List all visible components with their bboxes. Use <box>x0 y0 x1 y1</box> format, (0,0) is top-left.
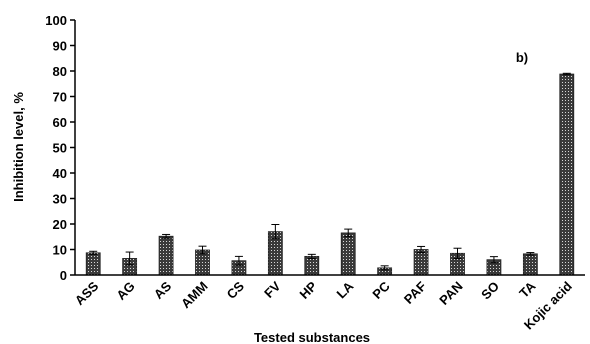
error-bar <box>198 245 207 255</box>
y-tick-label: 20 <box>53 217 67 232</box>
y-tick-label: 100 <box>45 13 67 28</box>
x-tick-label: AS <box>151 278 175 302</box>
x-tick-label: SO <box>478 279 502 303</box>
y-tick-label: 10 <box>53 243 67 258</box>
x-tick-label: LA <box>333 278 356 301</box>
y-tick-label: 70 <box>53 90 67 105</box>
bar <box>158 235 174 276</box>
y-tick-label: 50 <box>53 141 67 156</box>
x-tick-label: ASS <box>72 278 102 308</box>
panel-annotation: b) <box>516 50 528 65</box>
x-tick-label: FV <box>261 278 284 301</box>
x-tick-label: PAN <box>436 279 465 308</box>
x-tick-label: AMM <box>178 279 211 312</box>
x-tick-label: PC <box>369 278 393 302</box>
error-bar <box>162 233 171 239</box>
error-bar <box>344 228 353 238</box>
error-bar <box>380 265 389 271</box>
error-bar <box>271 224 280 240</box>
y-tick-label: 90 <box>53 39 67 54</box>
y-tick-label: 80 <box>53 64 67 79</box>
error-bar <box>89 250 98 255</box>
bar <box>304 255 320 276</box>
error-bar <box>526 252 535 256</box>
bar <box>559 73 575 276</box>
error-bar <box>125 251 134 266</box>
x-tick-label: CS <box>224 278 248 302</box>
error-bars <box>89 72 571 271</box>
error-bar <box>234 255 243 266</box>
error-bar <box>453 247 462 259</box>
y-tick-label: 40 <box>53 166 67 181</box>
bars <box>85 73 575 276</box>
x-tick-label: AG <box>113 279 137 303</box>
y-tick-label: 60 <box>53 115 67 130</box>
error-bar <box>417 245 426 254</box>
y-tick-label: 30 <box>53 192 67 207</box>
error-bar <box>489 256 498 264</box>
bar <box>85 252 101 276</box>
bar <box>413 249 429 276</box>
bar <box>522 253 538 276</box>
y-tick-label: 0 <box>60 268 67 283</box>
x-tick-label: TA <box>516 278 539 301</box>
error-bar <box>307 253 316 259</box>
y-axis-title: Inhibition level, % <box>11 92 26 202</box>
y-axis-ticks: 0 10 20 30 40 50 60 70 80 90 100 <box>45 13 75 283</box>
error-bar <box>562 72 571 76</box>
x-tick-label: HP <box>297 278 321 302</box>
bar <box>340 232 356 276</box>
x-axis-title: Tested substances <box>254 330 370 344</box>
x-tick-label: PAF <box>401 278 429 306</box>
